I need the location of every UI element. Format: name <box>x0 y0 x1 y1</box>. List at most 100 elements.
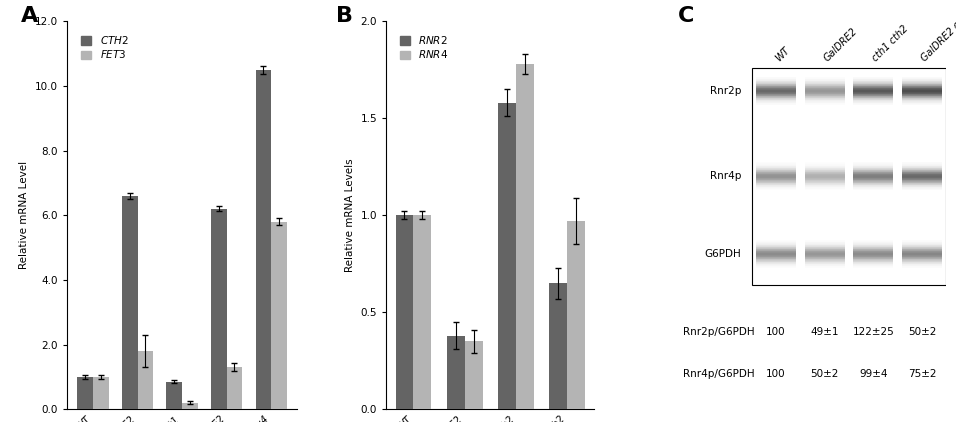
Bar <box>805 87 845 88</box>
Bar <box>805 98 845 99</box>
Bar <box>854 262 893 263</box>
Bar <box>902 179 942 180</box>
Bar <box>902 242 942 243</box>
Bar <box>902 81 942 82</box>
Bar <box>396 215 413 409</box>
Bar <box>805 103 845 104</box>
Bar <box>902 93 942 94</box>
Bar <box>805 102 845 103</box>
Bar <box>854 260 893 262</box>
Bar <box>756 175 796 176</box>
Bar <box>854 250 893 252</box>
Bar <box>902 91 942 92</box>
Bar <box>751 68 946 285</box>
Bar <box>854 175 893 176</box>
Bar <box>122 196 138 409</box>
Bar <box>902 84 942 86</box>
Bar <box>854 95 893 96</box>
Bar <box>854 188 893 189</box>
Bar <box>902 267 942 268</box>
Bar <box>805 182 845 183</box>
Bar <box>902 188 942 189</box>
Bar <box>902 262 942 263</box>
Bar <box>805 103 845 105</box>
Bar <box>805 94 845 95</box>
Bar <box>854 189 893 190</box>
Bar <box>902 179 942 181</box>
Bar <box>902 250 942 252</box>
Bar <box>756 176 796 177</box>
Bar <box>756 262 796 264</box>
Bar <box>854 81 893 82</box>
Bar <box>854 257 893 258</box>
Bar <box>902 166 942 167</box>
Bar <box>805 168 845 169</box>
Bar <box>854 89 893 90</box>
Bar <box>854 174 893 175</box>
Bar <box>854 252 893 253</box>
Bar <box>902 246 942 247</box>
Text: cth1 cth2: cth1 cth2 <box>871 24 911 64</box>
Bar <box>854 170 893 171</box>
Bar <box>756 256 796 257</box>
Text: WT: WT <box>773 46 792 64</box>
Bar <box>902 244 942 245</box>
Bar <box>805 242 845 243</box>
Bar <box>854 241 893 243</box>
Bar <box>805 93 845 94</box>
Bar <box>854 103 893 105</box>
Bar <box>805 258 845 260</box>
Bar <box>756 189 796 190</box>
Text: 100: 100 <box>767 327 786 337</box>
Bar <box>902 82 942 84</box>
Bar <box>805 188 845 189</box>
Text: A: A <box>21 5 38 26</box>
Bar <box>854 80 893 81</box>
Bar <box>756 87 796 88</box>
Bar <box>854 259 893 260</box>
Bar <box>902 186 942 187</box>
Bar <box>805 78 845 79</box>
Bar <box>756 178 796 179</box>
Legend: $RNR2$, $RNR4$: $RNR2$, $RNR4$ <box>396 30 453 65</box>
Bar <box>756 170 796 171</box>
Bar <box>756 258 796 260</box>
Bar <box>805 100 845 101</box>
Bar <box>756 172 796 173</box>
Bar <box>902 99 942 100</box>
Bar <box>854 246 893 247</box>
Bar <box>805 169 845 170</box>
Bar <box>756 84 796 85</box>
Bar <box>854 240 893 241</box>
Bar <box>805 170 845 172</box>
Bar <box>805 251 845 252</box>
Bar <box>902 258 942 260</box>
Bar <box>805 265 845 266</box>
Bar <box>805 187 845 189</box>
Bar <box>902 176 942 177</box>
Bar <box>805 82 845 84</box>
Bar <box>756 253 796 254</box>
Bar <box>498 103 516 409</box>
Bar <box>854 181 893 182</box>
Bar <box>854 252 893 253</box>
Bar <box>805 177 845 179</box>
Bar <box>854 164 893 165</box>
Bar <box>805 101 845 102</box>
Bar <box>756 164 796 165</box>
Bar <box>756 179 796 180</box>
Bar <box>902 258 942 259</box>
Bar <box>902 180 942 181</box>
Bar <box>756 87 796 88</box>
Bar <box>902 97 942 98</box>
Bar <box>854 78 893 79</box>
Bar <box>805 178 845 179</box>
Bar <box>854 248 893 249</box>
Bar <box>756 166 796 167</box>
Bar <box>756 169 796 170</box>
Bar <box>756 170 796 172</box>
Bar <box>854 245 893 246</box>
Bar <box>756 101 796 102</box>
Bar <box>902 247 942 248</box>
Bar <box>902 251 942 252</box>
